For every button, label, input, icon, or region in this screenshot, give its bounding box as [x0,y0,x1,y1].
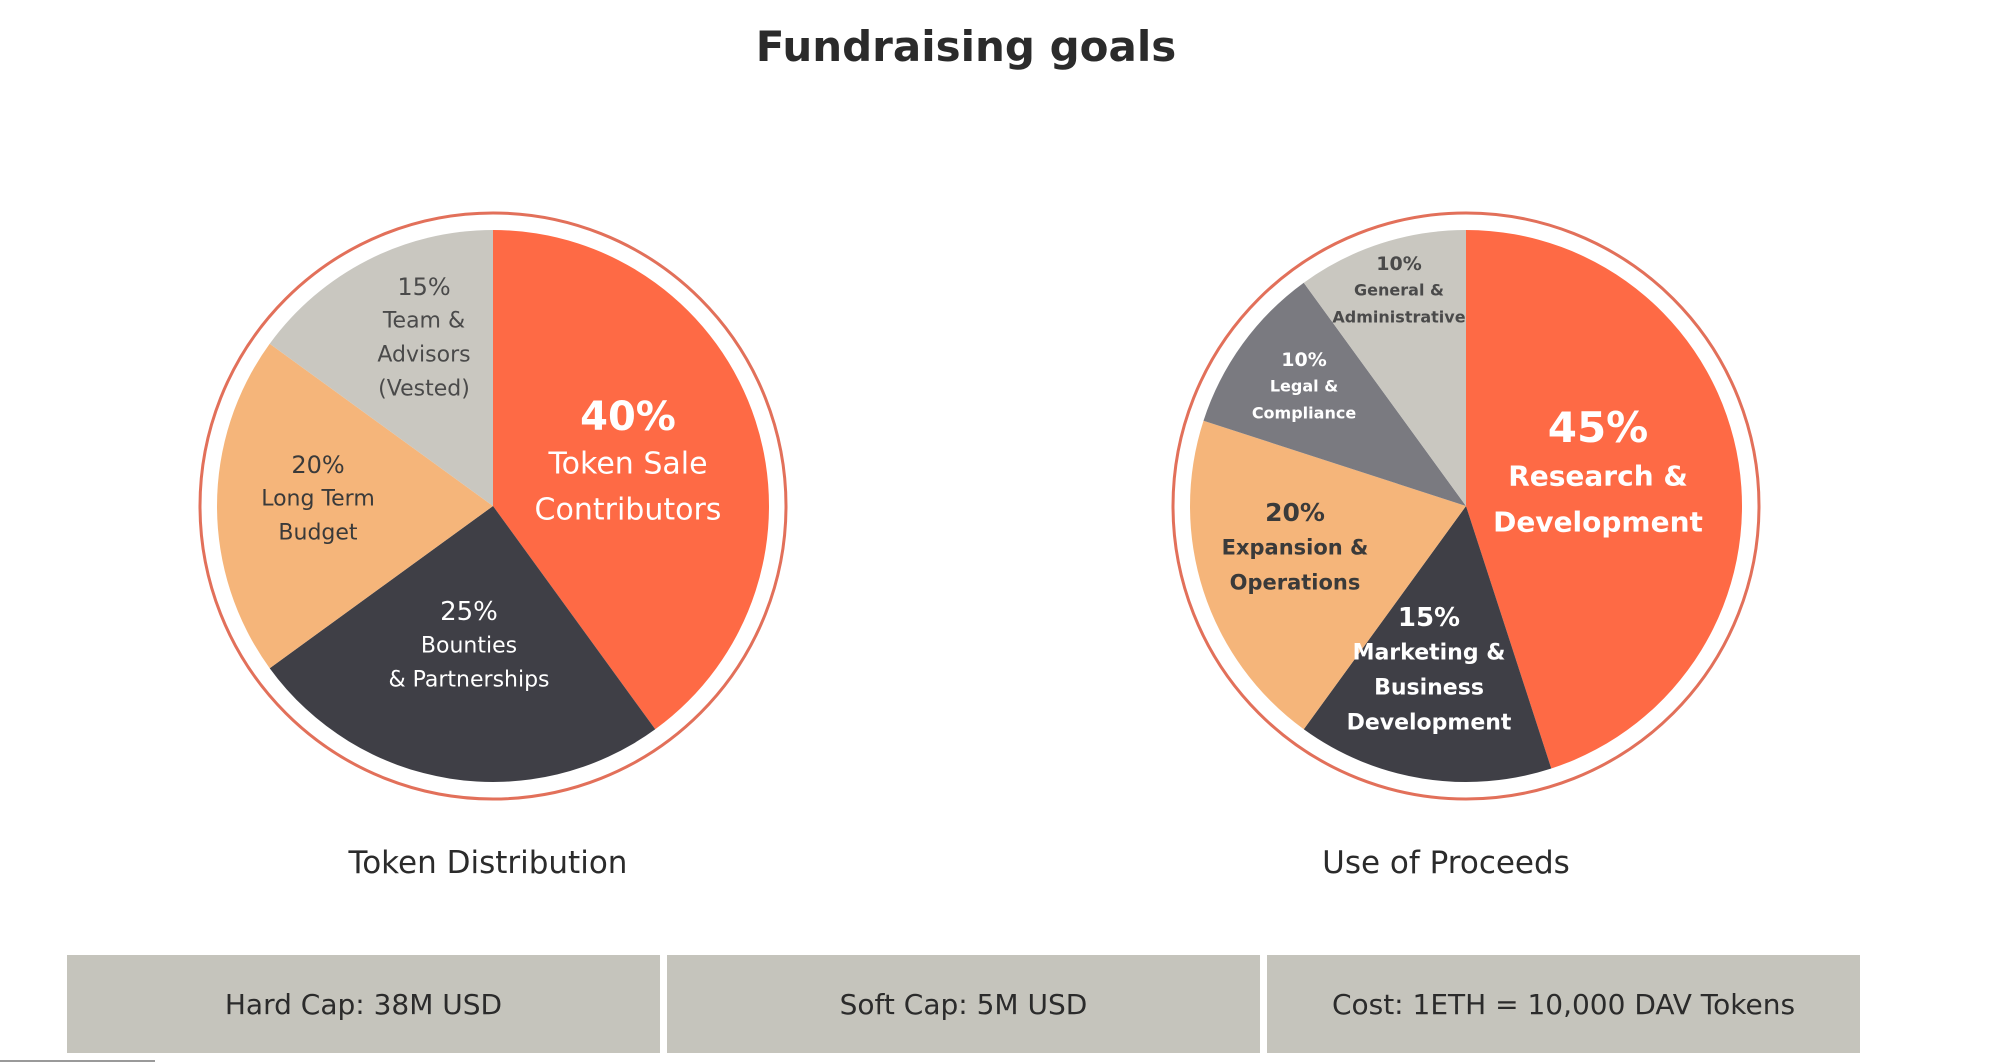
pie-slice [1189,420,1466,730]
slice-name: Bounties [421,633,517,658]
cost-text: Cost: 1ETH = 10,000 DAV Tokens [1331,987,1796,1021]
slice-name: Development [1493,506,1703,539]
slice-label: 10% General & Administrative [1332,253,1465,327]
slice-percent: 20% [1265,498,1325,527]
cost-box: Cost: 1ETH = 10,000 DAV Tokens [1267,955,1860,1053]
slice-name: Compliance [1252,404,1357,423]
slice-name: Research & [1508,460,1688,493]
slice-percent: 20% [291,451,344,479]
slice-name: Development [1347,710,1512,735]
slice-name: Business [1374,675,1484,700]
slice-label: 20% Expansion & Operations [1222,498,1369,594]
pie-slice [1303,506,1552,782]
slice-percent: 15% [1398,603,1460,633]
slice-name: Contributors [535,493,722,528]
slice-name: Advisors [377,342,470,367]
slice-name: Marketing & [1353,640,1506,665]
slice-name: (Vested) [378,376,470,401]
slice-percent: 10% [1281,349,1326,371]
slice-percent: 40% [580,394,676,440]
soft-cap-text: Soft Cap: 5M USD [839,987,1088,1021]
slice-percent: 25% [440,597,498,627]
pie-slice [1203,282,1466,506]
pie-slice [1303,230,1466,506]
slice-name: Long Term [261,486,375,511]
slice-percent: 45% [1548,403,1649,452]
slice-label: 20% Long Term Budget [261,451,375,545]
slice-percent: 10% [1376,253,1421,275]
slice-name: General & [1354,281,1444,300]
slice-name: Token Sale [547,447,707,482]
slice-percent: 15% [397,273,450,301]
slice-name: Team & [382,308,465,333]
slice-name: & Partnerships [388,667,549,692]
pie-slice [269,506,656,783]
slice-label: 25% Bounties & Partnerships [388,597,549,692]
slice-name: Budget [278,520,358,545]
divider [0,1060,155,1062]
slice-name: Administrative [1332,308,1465,327]
slice-name: Expansion & [1222,535,1369,559]
slice-label: 45% Research & Development [1493,403,1703,539]
hard-cap-text: Hard Cap: 38M USD [224,987,503,1021]
use-of-proceeds-pie: 45% Research & Development 15% Marketing & Bu… [1171,211,1761,801]
pie-slice [493,230,770,730]
token-distribution-pie: 40% Token Sale Contributors 25% Bounties & Pa… [198,211,788,801]
slice-label: 15% Team & Advisors (Vested) [377,273,470,401]
slice-label: 10% Legal & Compliance [1252,349,1357,423]
use-of-proceeds-caption: Use of Proceeds [1322,845,1570,881]
page-title: Fundraising goals [755,22,1177,71]
soft-cap-box: Soft Cap: 5M USD [667,955,1260,1053]
slice-label: 15% Marketing & Business Development [1347,603,1512,735]
pie-slice [216,343,493,669]
pie-slice [1466,230,1742,769]
hard-cap-box: Hard Cap: 38M USD [67,955,660,1053]
token-distribution-caption: Token Distribution [348,845,628,881]
pie-slice [269,230,493,506]
slice-name: Operations [1230,570,1361,594]
slice-label: 40% Token Sale Contributors [535,394,722,528]
slice-name: Legal & [1270,377,1338,396]
